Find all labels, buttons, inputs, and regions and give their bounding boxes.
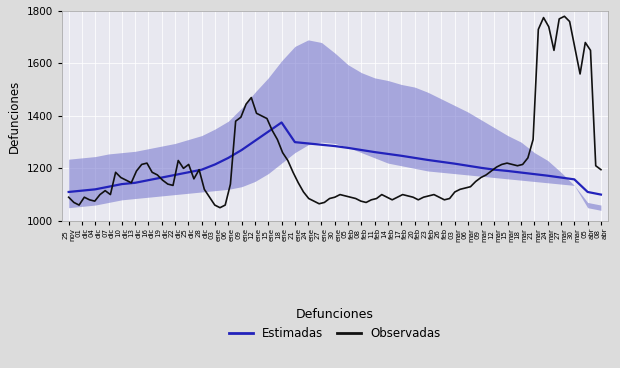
Legend: Estimadas, Observadas: Estimadas, Observadas <box>224 304 445 345</box>
Y-axis label: Defunciones: Defunciones <box>8 79 21 153</box>
